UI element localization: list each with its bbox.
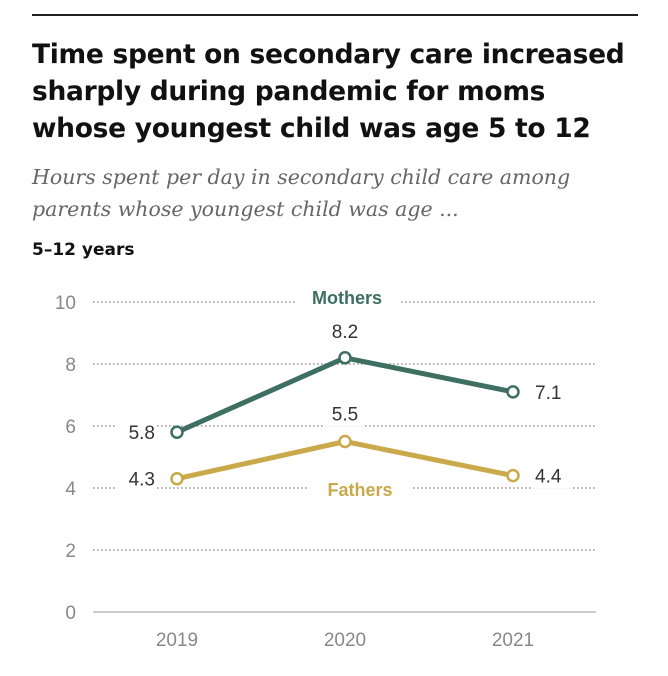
chart-title: Time spent on secondary care increased s… [32,39,625,144]
y-tick-label-0: 0 [65,603,76,624]
panel-label: 5–12 years [32,240,135,260]
data-label-bg [117,467,157,492]
fathers-series-label: Fathers [327,480,392,500]
mothers-point-2021 [506,385,520,399]
x-tick-label-2021: 2021 [492,630,534,651]
y-tick-label-10: 10 [55,293,76,314]
fathers-data-label-2019: 4.3 [129,470,155,491]
data-label-bg [117,421,157,446]
data-label-bg [533,380,573,405]
data-label-bg [325,319,365,344]
mothers-point-2020 [338,351,352,365]
mothers-point-2019 [170,425,184,439]
data-label-bg [533,464,573,489]
fathers-point-2021 [506,468,520,483]
y-tick-label-2: 2 [65,541,76,562]
fathers-data-label-2021: 4.4 [535,467,562,488]
fathers-data-label-2020: 5.5 [332,405,358,426]
x-tick-label-2020: 2020 [324,630,366,651]
mothers-data-label-2021: 7.1 [535,383,561,404]
y-tick-label-8: 8 [65,355,76,376]
top-rule [32,14,638,16]
y-tick-label-6: 6 [65,417,76,438]
data-label-bg [325,402,365,427]
x-tick-label-2019: 2019 [156,630,198,651]
y-tick-label-4: 4 [65,479,76,500]
series-label-bg [308,478,412,502]
fathers-point-2019 [170,471,184,486]
fathers-point-2020 [338,434,352,449]
mothers-data-label-2020: 8.2 [332,322,358,343]
chart-subtitle: Hours spent per day in secondary child c… [32,165,571,221]
series-label-bg [295,286,399,310]
mothers-data-label-2019: 5.8 [129,423,155,444]
mothers-series-label: Mothers [312,288,382,308]
